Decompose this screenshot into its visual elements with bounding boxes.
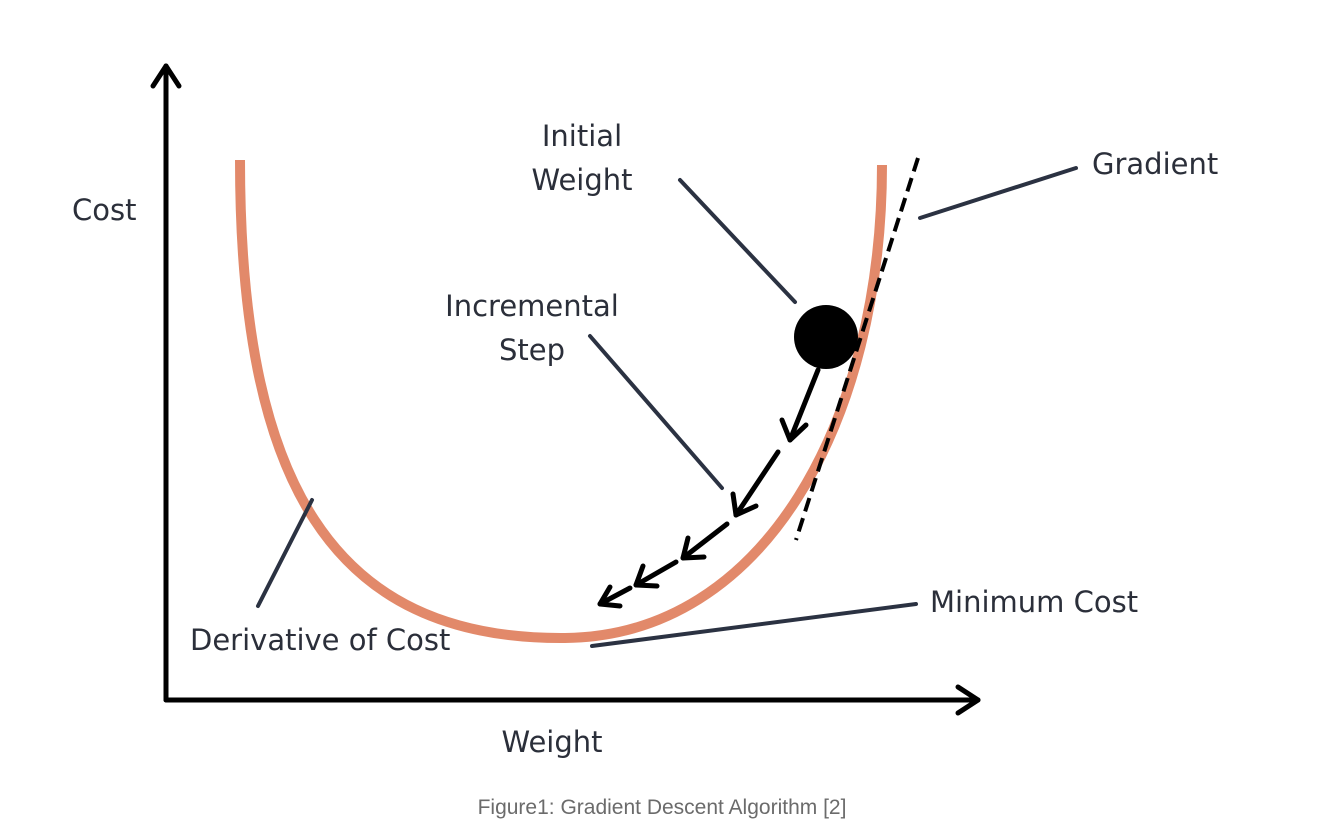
figure-caption: Figure1: Gradient Descent Algorithm [2] <box>477 796 847 819</box>
initial-weight-label-line2: Weight <box>531 163 632 197</box>
incremental-step-label-line1: Incremental <box>445 289 619 323</box>
gradient-tangent-line <box>794 157 920 541</box>
minimum-cost-leader <box>590 602 918 648</box>
step-arrow-1 <box>787 367 821 443</box>
gradient-leader <box>918 166 1078 220</box>
derivative-of-cost-leader <box>256 498 314 608</box>
initial-weight-label-line1: Initial <box>542 119 622 153</box>
step-arrow-2 <box>733 449 781 518</box>
step-arrow-4-head <box>633 563 660 589</box>
leader-lines <box>256 166 1078 648</box>
step-arrow-3-head <box>680 535 707 561</box>
initial-weight-leader <box>678 178 797 304</box>
step-arrow-5-head <box>597 584 623 609</box>
step-arrow-3 <box>680 521 730 561</box>
step-arrow-5 <box>597 585 633 607</box>
incremental-step-leader <box>588 334 724 490</box>
axes <box>150 63 981 716</box>
initial-weight-ball <box>794 305 858 369</box>
step-arrow-4 <box>633 559 679 588</box>
cost-curve <box>235 159 887 644</box>
step-arrow-2-head <box>730 491 759 518</box>
derivative-of-cost-label: Derivative of Cost <box>190 623 450 657</box>
incremental-step-label-line2: Step <box>499 333 565 367</box>
gradient-label: Gradient <box>1092 147 1218 181</box>
x-axis-label: Weight <box>501 725 602 759</box>
incremental-step-arrows <box>597 367 821 609</box>
minimum-cost-label: Minimum Cost <box>930 585 1138 619</box>
y-axis-arrowhead <box>150 63 182 89</box>
x-axis-arrowhead <box>955 684 981 716</box>
y-axis-label: Cost <box>72 193 136 227</box>
step-arrow-1-head <box>779 417 809 443</box>
